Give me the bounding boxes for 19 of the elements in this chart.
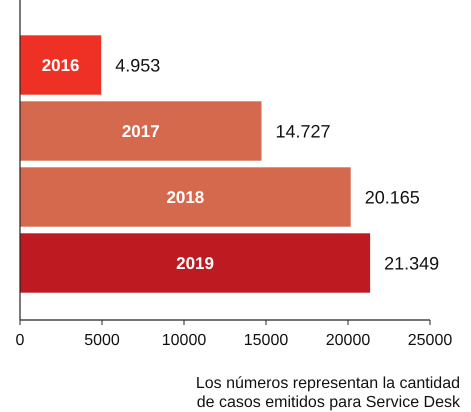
y-tick-label: 2017 bbox=[122, 122, 160, 141]
text: Los números representan la cantidad de casos emitidos para Service Desk bbox=[196, 375, 461, 411]
x-tick-label: 0 bbox=[16, 332, 25, 349]
data-label: 14.727 bbox=[276, 121, 331, 142]
x-tick-label: 15000 bbox=[244, 332, 288, 349]
bar bbox=[20, 101, 262, 161]
bar bbox=[20, 233, 370, 293]
data-label: 4.953 bbox=[115, 55, 160, 76]
data-label: 20.165 bbox=[364, 187, 420, 208]
y-tick-label: 2019 bbox=[176, 254, 214, 273]
x-tick-label: 20000 bbox=[326, 332, 370, 349]
data-label: 21.349 bbox=[384, 253, 440, 274]
y-tick-label: 2018 bbox=[166, 188, 204, 207]
bar bbox=[20, 167, 351, 227]
x-tick-label: 5000 bbox=[84, 332, 120, 349]
x-tick-label: 25000 bbox=[408, 332, 452, 349]
y-tick-label: 2016 bbox=[42, 56, 80, 75]
x-tick-label: 10000 bbox=[162, 332, 206, 349]
bar bbox=[20, 35, 102, 95]
